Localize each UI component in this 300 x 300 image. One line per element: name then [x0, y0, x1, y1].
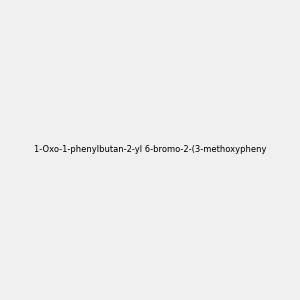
Text: 1-Oxo-1-phenylbutan-2-yl 6-bromo-2-(3-methoxypheny: 1-Oxo-1-phenylbutan-2-yl 6-bromo-2-(3-me…: [34, 146, 266, 154]
